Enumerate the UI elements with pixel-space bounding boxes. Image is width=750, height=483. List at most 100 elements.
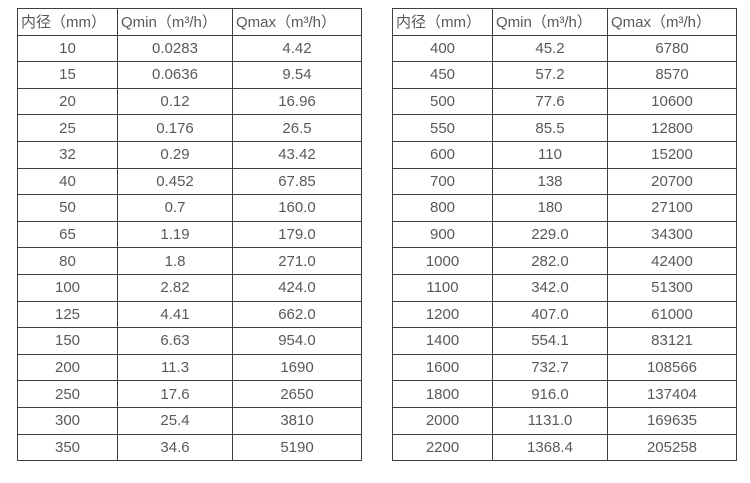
table-cell: 27100	[607, 194, 737, 222]
table-cell: 20700	[607, 167, 737, 196]
table-cell: 1368.4	[492, 433, 608, 462]
table-row: 250 17.6 2650	[17, 380, 362, 408]
table-row: 150 6.63 954.0	[17, 327, 362, 355]
table-row: 700 138 20700	[392, 167, 737, 196]
table-cell: 10	[17, 34, 118, 63]
table-cell: 67.85	[232, 167, 362, 196]
table-cell: 916.0	[492, 380, 608, 408]
table-cell: 150	[17, 327, 118, 355]
table-cell: 732.7	[492, 353, 608, 382]
table-cell: 100	[17, 273, 118, 302]
table-cell: 9.54	[232, 61, 362, 89]
table-row: 900 229.0 34300	[392, 220, 737, 249]
table-cell: 85.5	[492, 114, 608, 142]
table-row: 550 85.5 12800	[392, 114, 737, 142]
table-cell: 662.0	[232, 300, 362, 329]
table-cell: 15	[17, 61, 118, 89]
column-header: Qmax（m³/h）	[607, 8, 737, 36]
table-cell: 205258	[607, 433, 737, 462]
table-cell: 200	[17, 353, 118, 382]
table-cell: 0.12	[117, 87, 233, 116]
table-row: 125 4.41 662.0	[17, 300, 362, 329]
flow-spec-table-right: 内径（mm） Qmin（m³/h） Qmax（m³/h） 400 45.2 6780 450…	[392, 8, 737, 462]
table-cell: 2200	[392, 433, 493, 462]
table-cell: 1800	[392, 380, 493, 408]
column-header: Qmax（m³/h）	[232, 8, 362, 36]
table-cell: 110	[492, 140, 608, 169]
table-row: 1400 554.1 83121	[392, 327, 737, 355]
table-cell: 0.29	[117, 140, 233, 169]
table-row: 50 0.7 160.0	[17, 194, 362, 222]
table-row: 500 77.6 10600	[392, 87, 737, 116]
table-row: 400 45.2 6780	[392, 34, 737, 63]
table-cell: 0.176	[117, 114, 233, 142]
table-row: 1100 342.0 51300	[392, 273, 737, 302]
table-cell: 4.42	[232, 34, 362, 63]
table-cell: 125	[17, 300, 118, 329]
table-cell: 180	[492, 194, 608, 222]
table-cell: 954.0	[232, 327, 362, 355]
table-cell: 160.0	[232, 194, 362, 222]
table-row: 1200 407.0 61000	[392, 300, 737, 329]
table-row: 40 0.452 67.85	[17, 167, 362, 196]
table-cell: 179.0	[232, 220, 362, 249]
table-cell: 6.63	[117, 327, 233, 355]
table-cell: 500	[392, 87, 493, 116]
table-cell: 450	[392, 61, 493, 89]
column-header: Qmin（m³/h）	[492, 8, 608, 36]
table-cell: 34300	[607, 220, 737, 249]
flow-spec-page: 内径（mm） Qmin（m³/h） Qmax（m³/h） 10 0.0283 4.42 15…	[17, 8, 737, 462]
flow-spec-table-left: 内径（mm） Qmin（m³/h） Qmax（m³/h） 10 0.0283 4.42 15…	[17, 8, 362, 462]
table-cell: 1400	[392, 327, 493, 355]
table-row: 350 34.6 5190	[17, 433, 362, 462]
table-cell: 137404	[607, 380, 737, 408]
table-row: 20 0.12 16.96	[17, 87, 362, 116]
table-cell: 77.6	[492, 87, 608, 116]
table-cell: 2000	[392, 406, 493, 435]
table-cell: 50	[17, 194, 118, 222]
column-header: Qmin（m³/h）	[117, 8, 233, 36]
table-cell: 1.19	[117, 220, 233, 249]
table-cell: 0.0636	[117, 61, 233, 89]
table-cell: 342.0	[492, 273, 608, 302]
table-cell: 350	[17, 433, 118, 462]
table-cell: 16.96	[232, 87, 362, 116]
table-cell: 229.0	[492, 220, 608, 249]
table-cell: 2650	[232, 380, 362, 408]
table-cell: 80	[17, 247, 118, 275]
table-cell: 0.7	[117, 194, 233, 222]
table-row: 65 1.19 179.0	[17, 220, 362, 249]
table-row: 1600 732.7 108566	[392, 353, 737, 382]
table-cell: 83121	[607, 327, 737, 355]
table-cell: 271.0	[232, 247, 362, 275]
table-cell: 600	[392, 140, 493, 169]
table-cell: 25.4	[117, 406, 233, 435]
table-row: 1000 282.0 42400	[392, 247, 737, 275]
table-cell: 43.42	[232, 140, 362, 169]
table-cell: 6780	[607, 34, 737, 63]
table-cell: 65	[17, 220, 118, 249]
table-cell: 2.82	[117, 273, 233, 302]
table-cell: 169635	[607, 406, 737, 435]
table-cell: 17.6	[117, 380, 233, 408]
table-cell: 4.41	[117, 300, 233, 329]
table-cell: 3810	[232, 406, 362, 435]
table-row: 2200 1368.4 205258	[392, 433, 737, 462]
table-cell: 108566	[607, 353, 737, 382]
table-cell: 250	[17, 380, 118, 408]
table-cell: 15200	[607, 140, 737, 169]
table-cell: 0.452	[117, 167, 233, 196]
table-cell: 300	[17, 406, 118, 435]
table-row: 300 25.4 3810	[17, 406, 362, 435]
table-cell: 10600	[607, 87, 737, 116]
table-cell: 800	[392, 194, 493, 222]
table-cell: 57.2	[492, 61, 608, 89]
table-row: 25 0.176 26.5	[17, 114, 362, 142]
column-header: 内径（mm）	[17, 8, 118, 36]
table-row: 80 1.8 271.0	[17, 247, 362, 275]
table-cell: 400	[392, 34, 493, 63]
table-cell: 34.6	[117, 433, 233, 462]
table-cell: 5190	[232, 433, 362, 462]
table-cell: 282.0	[492, 247, 608, 275]
table-cell: 32	[17, 140, 118, 169]
